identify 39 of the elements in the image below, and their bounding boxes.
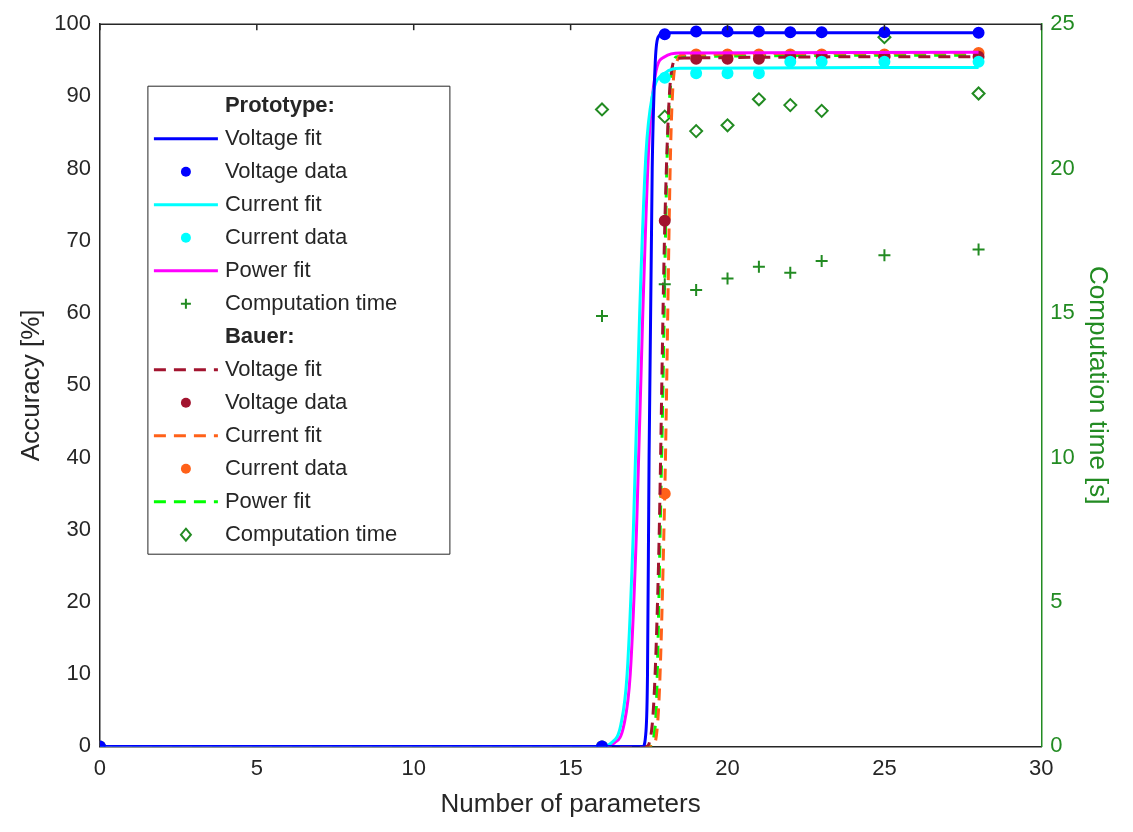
legend-label: Current fit — [224, 190, 322, 216]
legend-label: Voltage fit — [224, 355, 322, 381]
legend-label: Voltage data — [224, 388, 348, 414]
x-tick-label: 25 — [872, 754, 897, 780]
y-tick-label: 30 — [66, 515, 91, 541]
y-tick-label: 90 — [66, 82, 91, 108]
legend-label: Current fit — [224, 421, 322, 447]
x-tick-label: 0 — [93, 754, 107, 780]
y-tick-label: 100 — [54, 10, 91, 36]
legend-label: Current data — [224, 223, 348, 249]
y2-tick-label: 5 — [1050, 588, 1063, 614]
y-tick-label: 50 — [66, 371, 91, 397]
y-tick-label: 80 — [66, 154, 91, 180]
y-axis-title: Accuracy [%] — [14, 309, 45, 462]
y2-tick-label: 15 — [1050, 299, 1075, 325]
legend-label: Power fit — [224, 487, 311, 513]
y-tick-label: 20 — [66, 588, 91, 614]
legend-label: Power fit — [224, 256, 311, 282]
y2-tick-label: 25 — [1050, 10, 1075, 36]
y2-tick-label: 20 — [1050, 154, 1075, 180]
y2-axis-title: Computation time [s] — [1084, 266, 1115, 505]
y-tick-label: 0 — [78, 732, 91, 758]
x-tick-label: 10 — [401, 754, 426, 780]
x-tick-label: 20 — [715, 754, 740, 780]
y2-tick-label: 10 — [1050, 443, 1075, 469]
x-tick-label: 5 — [250, 754, 263, 780]
legend-label: Computation time — [224, 520, 398, 546]
legend-label: Current data — [224, 454, 348, 480]
y-tick-label: 70 — [66, 226, 91, 252]
y-tick-label: 10 — [66, 660, 91, 686]
y-tick-label: 40 — [66, 443, 91, 469]
annotation: Prototype: — [224, 91, 335, 117]
annotation: Bauer: — [224, 322, 295, 348]
legend-label: Computation time — [224, 289, 398, 315]
x-axis-title: Number of parameters — [440, 787, 701, 818]
legend-label: Voltage fit — [224, 124, 322, 150]
legend-label: Voltage data — [224, 157, 348, 183]
y-tick-label: 60 — [66, 299, 91, 325]
x-tick-label: 15 — [558, 754, 583, 780]
